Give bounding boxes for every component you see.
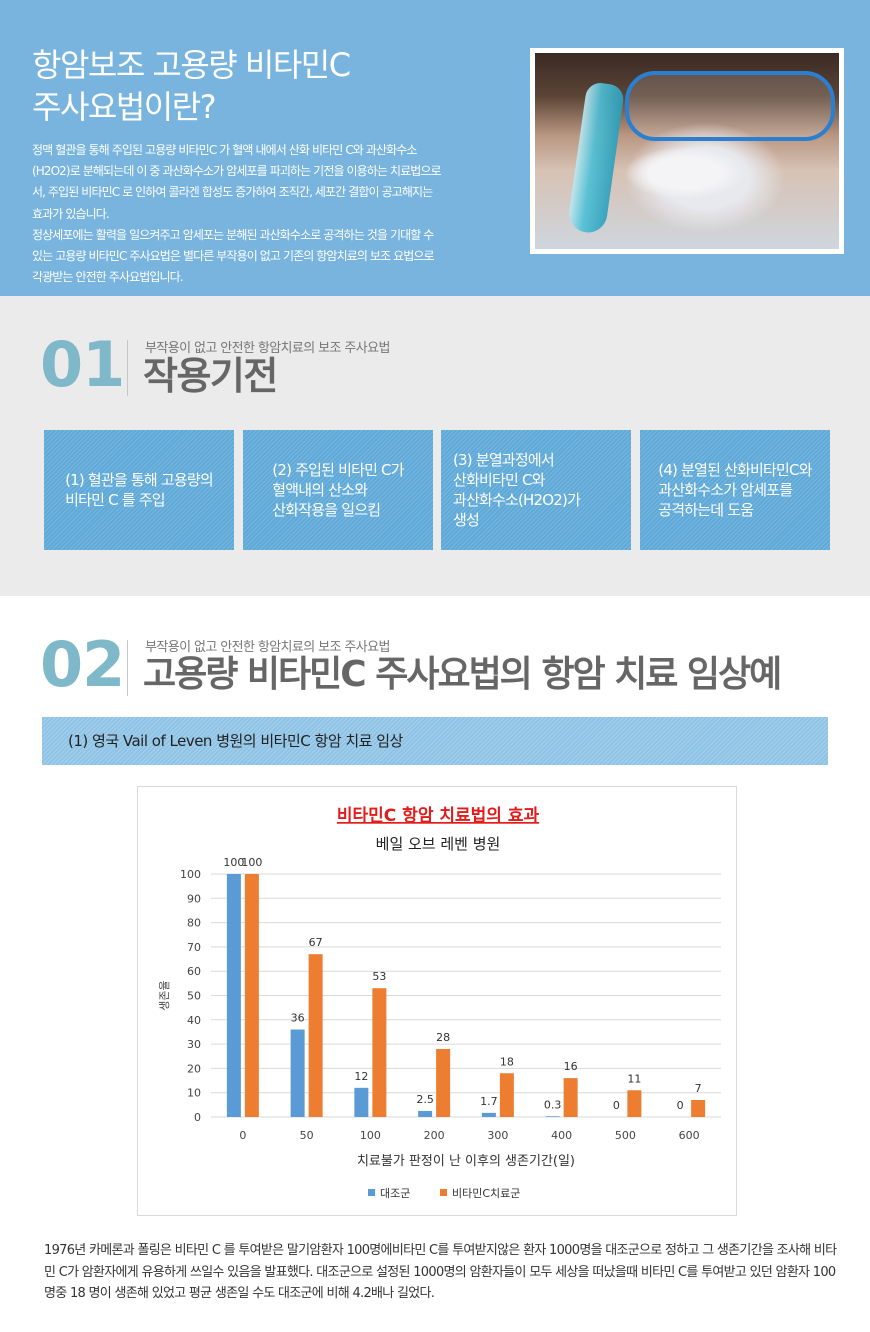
data-label: 16 (564, 1060, 578, 1073)
study-summary-text: 1976년 카메론과 폴링은 비타민 C 를 투여받은 말기암환자 100명에비… (44, 1243, 837, 1301)
x-tick-label: 100 (360, 1129, 381, 1142)
bar-vitamin-c (691, 1099, 706, 1117)
data-label: 11 (627, 1072, 641, 1085)
bar-vitamin-c (436, 1048, 451, 1117)
section-2-title: 고용량 비타민C 주사요법의 항암 치료 임상예 (143, 654, 782, 695)
legend-swatch (368, 1189, 375, 1196)
data-label: 67 (309, 936, 323, 949)
y-tick-label: 70 (187, 941, 201, 954)
hero-paragraph-1: 정맥 혈관을 통해 주입된 고용량 비타민C 가 혈액 내에서 산화 비타민 C… (32, 143, 442, 221)
section-title: 작용기전 (143, 354, 278, 398)
legend-label: 대조군 (380, 1187, 410, 1200)
x-tick-label: 600 (679, 1129, 700, 1142)
data-label: 0 (613, 1099, 620, 1112)
y-tick-label: 0 (194, 1111, 201, 1124)
bar-control (418, 1110, 433, 1117)
data-label: 12 (354, 1070, 368, 1083)
data-label: 18 (500, 1055, 514, 1068)
data-label: 100 (223, 856, 244, 869)
legend-swatch (440, 1189, 447, 1196)
mechanism-step-1-text: (1) 혈관을 통해 고용량의 비타민 C 를 주입 (65, 471, 214, 509)
mechanism-step-1: (1) 혈관을 통해 고용량의 비타민 C 를 주입 (44, 430, 234, 550)
chart-title: 비타민C 항암 치료법의 효과 (337, 805, 540, 826)
data-label: 28 (436, 1031, 450, 1044)
x-tick-label: 0 (239, 1129, 246, 1142)
x-tick-label: 50 (300, 1129, 314, 1142)
section-2-divider (127, 640, 128, 696)
y-tick-label: 10 (187, 1087, 201, 1100)
section-subtitle: 부작용이 없고 안전한 항암치료의 보조 주사요법 (145, 341, 390, 356)
y-tick-label: 80 (187, 917, 201, 930)
data-label: 53 (372, 970, 386, 983)
data-label: 0 (677, 1099, 684, 1112)
data-label: 0.3 (544, 1098, 562, 1111)
legend-label: 비타민C치료군 (452, 1187, 520, 1200)
hero-title: 항암보조 고용량 비타민C 주사요법이란? (32, 44, 502, 128)
bar-control (481, 1112, 496, 1117)
chart-subtitle: 베일 오브 레벤 병원 (376, 835, 501, 853)
y-tick-label: 90 (187, 892, 201, 905)
data-label: 7 (695, 1082, 702, 1095)
section-divider (127, 340, 128, 396)
mechanism-step-2-text: (2) 주입된 비타민 C가 혈액내의 산소와 산화작용을 일으킴 (272, 461, 404, 519)
hero-paragraph-2: 정상세포에는 활력을 일으켜주고 암세포는 분해된 과산화수소로 공격하는 것을… (32, 227, 435, 285)
x-tick-label: 500 (615, 1129, 636, 1142)
bar-control (290, 1029, 305, 1117)
hero-banner: 항암보조 고용량 비타민C 주사요법이란? 정맥 혈관을 통해 주입된 고용량 … (0, 0, 870, 296)
bar-vitamin-c (244, 874, 259, 1117)
hero-description: 정맥 혈관을 통해 주입된 고용량 비타민C 가 혈액 내에서 산화 비타민 C… (32, 140, 442, 288)
y-tick-label: 30 (187, 1038, 201, 1051)
mechanism-step-3-text: (3) 분열과정에서 산화비타민 C와 과산화수소(H2O2)가 생성 (453, 451, 581, 529)
mechanism-step-4-text: (4) 분열된 산화비타민C와 과산화수소가 암세포를 공격하는데 도움 (658, 461, 812, 519)
y-tick-label: 60 (187, 965, 201, 978)
bar-vitamin-c (308, 954, 323, 1117)
bar-control (545, 1116, 560, 1117)
safety-goggles-illustration (625, 71, 835, 141)
section-number: 01 (40, 328, 125, 401)
data-label: 2.5 (416, 1093, 434, 1106)
x-axis-label: 치료불가 판정이 난 이후의 생존기간(일) (357, 1154, 575, 1169)
mechanism-step-4: (4) 분열된 산화비타민C와 과산화수소가 암세포를 공격하는데 도움 (640, 430, 830, 550)
mechanism-section: 01 부작용이 없고 안전한 항암치료의 보조 주사요법 작용기전 (1) 혈관… (0, 296, 870, 596)
data-label: 36 (291, 1012, 305, 1025)
y-axis-label: 생존율 (158, 980, 171, 1010)
bar-control (354, 1087, 369, 1117)
hero-title-line-2: 주사요법이란? (32, 88, 217, 126)
section-2-subtitle: 부작용이 없고 안전한 항암치료의 보조 주사요법 (145, 640, 390, 655)
section-2-number: 02 (40, 628, 125, 701)
lab-researcher-photo (530, 48, 844, 254)
bar-vitamin-c (563, 1078, 578, 1117)
y-tick-label: 40 (187, 1014, 201, 1027)
bar-vitamin-c (372, 988, 387, 1117)
bar-vitamin-c (627, 1090, 642, 1117)
bar-vitamin-c (499, 1073, 514, 1117)
test-tube-illustration (566, 81, 626, 235)
mechanism-step-2: (2) 주입된 비타민 C가 혈액내의 산소와 산화작용을 일으킴 (243, 430, 433, 550)
y-tick-label: 50 (187, 990, 201, 1003)
bar-control (226, 874, 241, 1117)
hero-title-line-1: 항암보조 고용량 비타민C (32, 46, 351, 84)
data-label: 100 (241, 856, 262, 869)
x-tick-label: 300 (487, 1129, 508, 1142)
x-tick-label: 400 (551, 1129, 572, 1142)
clinical-trial-banner: (1) 영국 Vail of Leven 병원의 비타민C 항암 치료 임상 (42, 717, 828, 765)
data-label: 1.7 (480, 1095, 498, 1108)
y-tick-label: 20 (187, 1062, 201, 1075)
mechanism-step-3: (3) 분열과정에서 산화비타민 C와 과산화수소(H2O2)가 생성 (441, 430, 631, 550)
x-tick-label: 200 (424, 1129, 445, 1142)
y-tick-label: 100 (180, 868, 201, 881)
